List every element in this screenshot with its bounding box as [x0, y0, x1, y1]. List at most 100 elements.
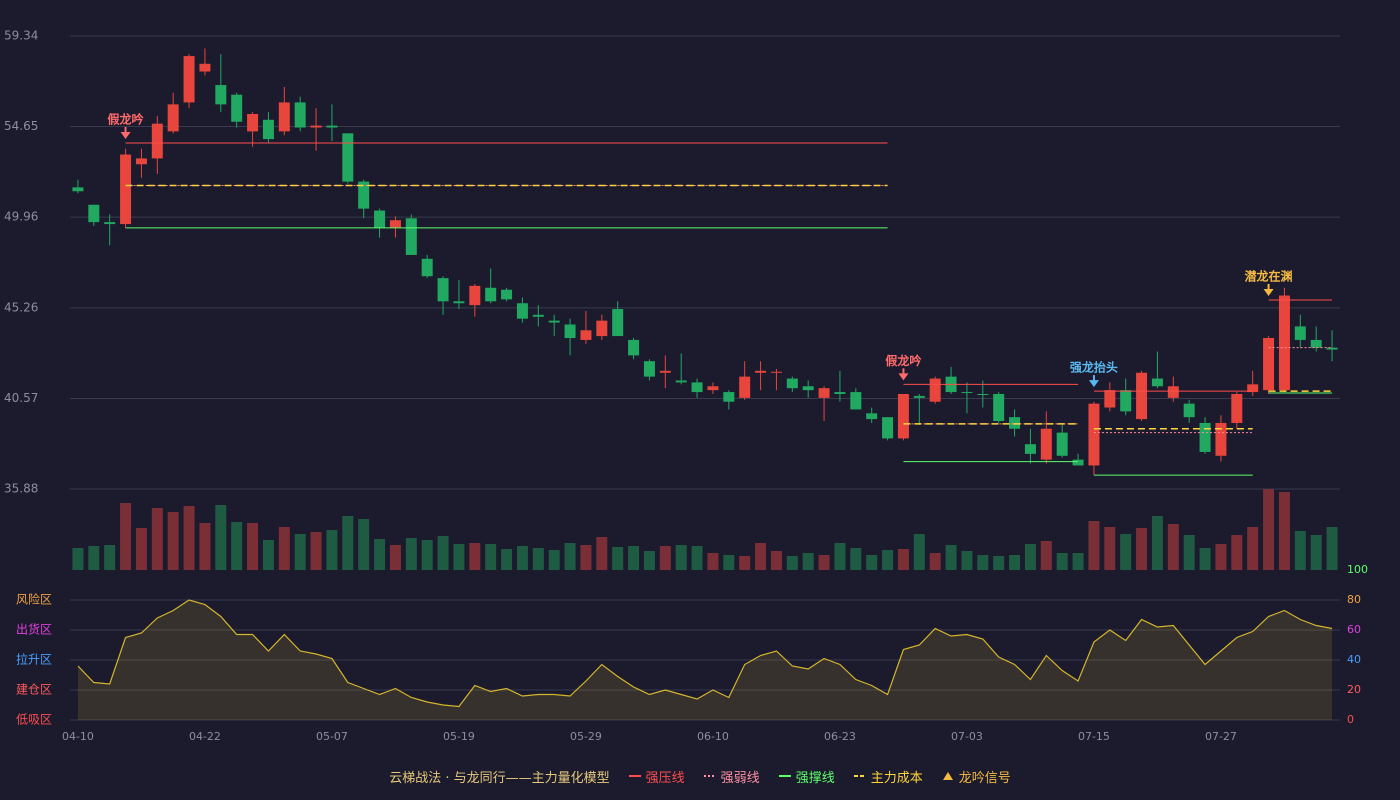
candle-body	[628, 339, 640, 356]
volume-bar	[1278, 492, 1290, 570]
x-tick-label: 05-07	[316, 730, 348, 743]
candle-body	[659, 370, 671, 373]
volume-bar	[897, 549, 909, 570]
volume-bar	[739, 556, 751, 570]
signal-label: 假龙吟	[885, 353, 921, 368]
candle-body	[1072, 459, 1084, 466]
volume-bar	[120, 503, 132, 570]
candle-body	[866, 413, 878, 420]
candle-body	[850, 392, 862, 410]
volume-bar	[294, 534, 306, 570]
candle-body	[580, 330, 592, 340]
candle-body	[913, 395, 925, 398]
candle-body	[1167, 386, 1179, 398]
volume-bar	[231, 522, 243, 570]
y-tick-label: 40.57	[4, 391, 38, 405]
zone-label: 低吸区	[16, 713, 52, 727]
candle-body	[421, 258, 433, 277]
volume-bar	[262, 540, 274, 570]
volume-bar	[167, 512, 179, 570]
volume-bar	[1183, 535, 1195, 570]
signal-arrow	[898, 373, 909, 381]
candle-body	[231, 94, 243, 122]
y-tick-label: 60	[1347, 623, 1361, 636]
candle-body	[278, 102, 290, 132]
candle-body	[548, 320, 560, 323]
candle-body	[183, 56, 195, 103]
y-tick-label: 100	[1347, 563, 1368, 576]
candle-body	[199, 63, 211, 72]
volume-bar	[358, 519, 370, 570]
candle-body	[1326, 347, 1338, 350]
candle-body	[643, 361, 655, 377]
volume-bar	[1199, 548, 1211, 570]
volume-bar	[389, 545, 401, 570]
volume-bar	[405, 538, 417, 570]
volume-bar	[88, 546, 100, 570]
candle-body	[1024, 444, 1036, 454]
x-tick-label: 06-10	[697, 730, 729, 743]
legend-glyph	[628, 775, 641, 777]
candle-body	[1136, 372, 1148, 420]
candle-body	[72, 187, 84, 192]
volume-bar	[786, 556, 798, 570]
candle-body	[818, 388, 830, 398]
candle-body	[247, 114, 259, 132]
x-tick-label: 04-22	[189, 730, 221, 743]
legend-item: 强压线	[628, 767, 685, 786]
candle-body	[612, 309, 624, 337]
candle-body	[135, 158, 147, 165]
volume-bar	[770, 551, 782, 570]
volume-bar	[834, 543, 846, 570]
volume-bar	[548, 550, 560, 570]
volume-bar	[818, 555, 830, 570]
candle-body	[374, 210, 386, 228]
oscillator-line	[77, 599, 1333, 708]
volume-bar	[183, 506, 195, 570]
volume-bar	[691, 546, 703, 570]
candle-body	[723, 392, 735, 402]
x-tick-label: 06-23	[824, 730, 856, 743]
volume-bar	[437, 536, 449, 570]
candle-body	[1088, 403, 1100, 466]
y-tick-label: 59.34	[4, 29, 38, 43]
candle-body	[993, 393, 1005, 422]
candle-body	[1151, 378, 1163, 387]
candle-body	[1231, 393, 1243, 423]
candle-body	[1294, 326, 1306, 340]
zone-label: 建仓区	[16, 683, 52, 697]
volume-bar	[453, 544, 465, 570]
candle-body	[1183, 403, 1195, 418]
x-tick-label: 05-19	[443, 730, 475, 743]
volume-bar	[580, 545, 592, 570]
y-tick-label: 45.26	[4, 300, 38, 314]
signal-label: 潜龙在渊	[1245, 268, 1293, 283]
signal-arrow	[1088, 380, 1099, 388]
x-tick-label: 07-15	[1078, 730, 1110, 743]
candle-body	[675, 380, 687, 383]
signal-arrow	[1263, 288, 1274, 296]
candle-body	[469, 285, 481, 306]
candle-body	[596, 320, 608, 337]
volume-bar	[564, 543, 576, 570]
candle-body	[453, 301, 465, 304]
candle-body	[389, 220, 401, 228]
legend-label: 龙吟信号	[958, 770, 1011, 786]
legend-label: 主力成本	[870, 770, 923, 786]
candle-body	[770, 371, 782, 373]
volume-bar	[516, 546, 528, 570]
legend-title: 云梯战法 · 与龙同行——主力量化模型	[389, 770, 610, 786]
signal-label: 强龙抬头	[1070, 360, 1118, 375]
volume-bar	[628, 546, 640, 570]
volume-bar	[945, 545, 957, 570]
candle-body	[151, 123, 163, 159]
candle-body	[882, 417, 894, 439]
candle-body	[342, 133, 354, 182]
volume-bar	[532, 548, 544, 570]
volume-bar	[643, 551, 655, 570]
y-tick-label: 40	[1347, 653, 1361, 666]
candle-body	[1040, 428, 1052, 460]
volume-bar	[1136, 528, 1148, 570]
volume-bar	[1310, 535, 1322, 570]
